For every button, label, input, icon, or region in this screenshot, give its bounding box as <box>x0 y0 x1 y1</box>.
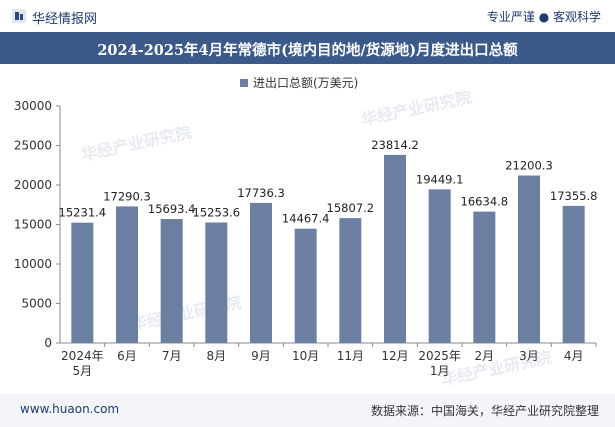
bar <box>160 219 183 343</box>
bar <box>562 205 585 343</box>
data-label: 21200.3 <box>505 159 553 173</box>
chart-title: 2024-2025年4月年常德市(境内目的地/货源地)月度进出口总额 <box>97 42 518 59</box>
y-tick-label: 20000 <box>14 178 52 192</box>
data-label: 17290.3 <box>103 189 151 203</box>
x-tick-label: 2月 <box>475 349 495 363</box>
legend-swatch <box>240 79 248 87</box>
data-label: 23814.2 <box>371 138 419 152</box>
bar <box>250 202 272 343</box>
x-tick-label: 10月 <box>292 349 319 363</box>
x-tick-label: 2024年 5月 <box>61 349 104 378</box>
bar <box>116 206 138 343</box>
x-tick-label: 12月 <box>381 349 408 363</box>
y-tick-label: 0 <box>44 336 52 350</box>
x-tick-label: 9月 <box>251 349 271 363</box>
data-label: 15253.6 <box>193 205 241 219</box>
x-tick-label: 3月 <box>519 349 539 363</box>
data-source: 数据来源：中国海关，华经产业研究院整理 <box>370 404 599 418</box>
y-tick-label: 5000 <box>21 297 52 311</box>
data-label: 15693.4 <box>148 202 196 216</box>
y-tick-label: 30000 <box>14 99 52 113</box>
data-label: 16634.8 <box>461 195 509 209</box>
bar <box>428 189 451 343</box>
bar <box>384 154 406 343</box>
data-label: 15231.4 <box>59 206 107 220</box>
x-tick-label: 11月 <box>337 349 364 363</box>
title-bar: 2024-2025年4月年常德市(境内目的地/货源地)月度进出口总额 <box>0 32 615 64</box>
bar <box>518 175 540 343</box>
bar <box>71 222 94 343</box>
bar <box>294 228 317 343</box>
bar-chart: 0 5000 10000 15000 20000 25000 30000 15231.4 202… <box>14 99 598 378</box>
data-label: 14467.4 <box>282 212 330 226</box>
bar <box>473 211 496 343</box>
data-label: 17736.3 <box>237 186 285 200</box>
top-bar: 华经情报网 专业严谨 ● 客观科学 <box>0 0 615 32</box>
x-tick-label: 6月 <box>117 349 137 363</box>
site-url[interactable]: www.huaon.com <box>20 402 120 416</box>
x-tick-label: 8月 <box>207 349 227 363</box>
x-tick-label: 7月 <box>162 349 182 363</box>
brand-name[interactable]: 华经情报网 <box>32 12 98 27</box>
bar <box>205 222 228 343</box>
data-label: 15807.2 <box>327 201 375 215</box>
huajing-logo-icon <box>12 9 26 23</box>
y-tick-label: 25000 <box>14 139 52 153</box>
data-label: 19449.1 <box>416 172 464 186</box>
chart-legend: 进出口总额(万美元) <box>240 74 358 91</box>
footer-bar: www.huaon.com 数据来源：中国海关，华经产业研究院整理 <box>0 394 615 427</box>
x-tick-label: 4月 <box>564 349 584 363</box>
x-tick-label: 2025年 1月 <box>418 349 461 378</box>
y-tick-label: 10000 <box>14 257 52 271</box>
legend-label: 进出口总额(万美元) <box>253 76 359 90</box>
data-label: 17355.8 <box>550 189 598 203</box>
bar <box>339 218 362 343</box>
y-tick-label: 15000 <box>14 218 52 232</box>
tagline: 专业严谨 ● 客观科学 <box>486 10 601 24</box>
